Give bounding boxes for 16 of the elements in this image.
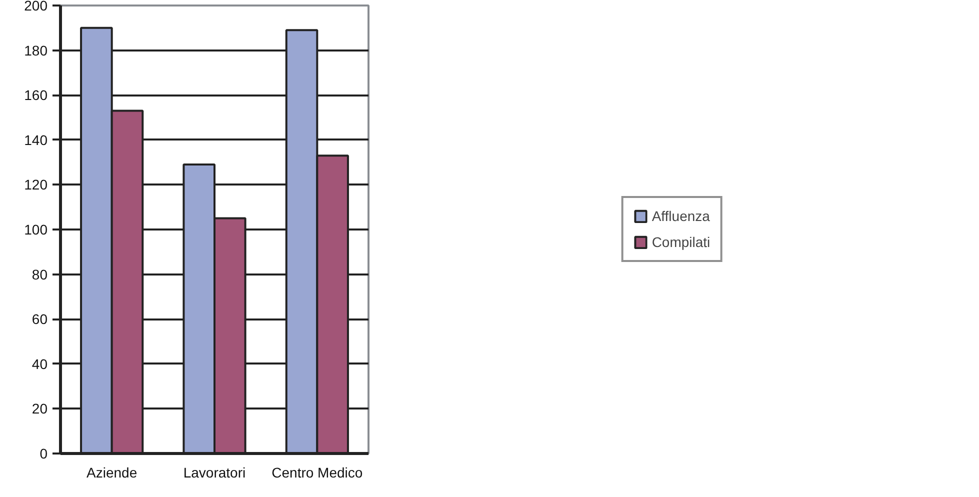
y-tick-label: 20: [32, 400, 48, 417]
y-tick-label: 0: [40, 446, 48, 462]
x-tick-label: Centro Medico: [272, 464, 363, 480]
y-tick-label: 40: [32, 356, 48, 372]
y-tick-label: 80: [32, 266, 48, 282]
y-tick-label: 60: [32, 311, 48, 328]
legend-label: Affluenza: [652, 208, 710, 224]
y-tick-label: 180: [24, 42, 48, 58]
x-tick-label: Aziende: [86, 464, 138, 480]
legend-label: Compilati: [652, 234, 710, 250]
y-tick-label: 200: [24, 0, 48, 14]
y-tick-label: 160: [24, 87, 48, 104]
y-tick-label: 100: [24, 222, 48, 238]
y-tick-label: 140: [24, 132, 48, 148]
y-tick-label: 120: [24, 176, 48, 193]
x-tick-label: Lavoratori: [183, 464, 246, 480]
